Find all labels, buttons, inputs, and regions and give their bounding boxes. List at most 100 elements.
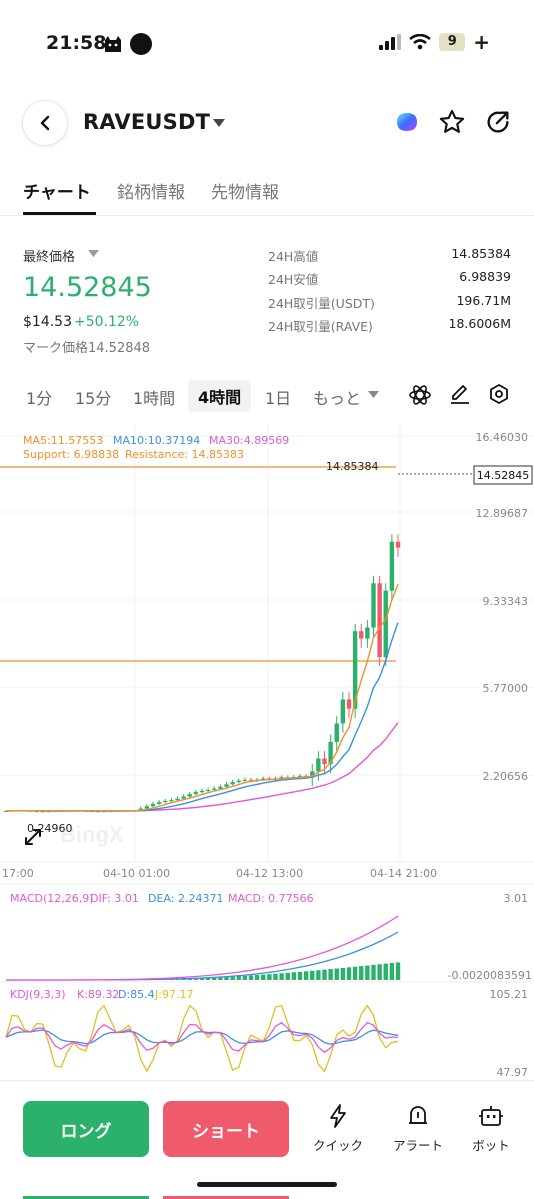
macd-bar (395, 962, 401, 980)
indicator-icon[interactable] (408, 383, 432, 407)
last-price-label[interactable]: 最終価格 (23, 250, 76, 265)
candle-body (175, 798, 180, 801)
x-tick: 17:00 (2, 867, 34, 880)
caret-down-icon[interactable] (88, 250, 99, 258)
share-icon[interactable] (484, 108, 512, 136)
status-bar: 21:58 9 + (0, 0, 534, 88)
star-icon[interactable] (438, 108, 466, 136)
stat-row-volume-usdt: 24H取引量(USDT) 196.71M (268, 293, 511, 316)
ai-assistant-icon[interactable] (394, 109, 420, 135)
candle-body (3, 810, 9, 812)
macd-bar (193, 978, 199, 980)
macd-bar (316, 970, 321, 980)
quick-label: クイック (312, 1138, 363, 1153)
candle-body (138, 808, 143, 811)
macd-bar (261, 974, 266, 980)
tf-4h[interactable]: 4時間 (188, 380, 252, 412)
back-button[interactable] (22, 100, 68, 146)
tab-symbol-info[interactable]: 銘柄情報 (117, 183, 185, 203)
macd-bar (285, 972, 290, 980)
candle-body (334, 723, 339, 742)
y-tick: 16.46030 (476, 431, 529, 444)
alert-button[interactable]: アラート (385, 1103, 451, 1154)
stat-label: 24H取引量(USDT) (268, 295, 375, 311)
support-legend: Support: 6.98838 (23, 448, 119, 461)
candle-body (169, 800, 174, 802)
low-marker: 0.24960 (27, 822, 73, 835)
stat-row-low: 24H安値 6.98839 (268, 269, 511, 292)
tab-chart[interactable]: チャート (23, 183, 91, 203)
macd-bar (334, 968, 339, 980)
kdj-d-line (5, 1029, 399, 1045)
y-tick: 2.20656 (483, 770, 529, 783)
macd-bar (267, 974, 272, 980)
tab-futures-info[interactable]: 先物情報 (211, 183, 279, 203)
chart-settings-icon[interactable] (488, 383, 510, 405)
candle-body (316, 758, 321, 772)
tf-1h[interactable]: 1時間 (133, 389, 176, 408)
stat-value: 6.98839 (459, 269, 511, 285)
expand-arrows-icon[interactable] (25, 829, 41, 845)
candle-body (352, 631, 358, 709)
long-button[interactable]: ロング (23, 1101, 149, 1157)
caret-down-icon[interactable] (213, 119, 225, 128)
usd-price: $14.53 (23, 314, 72, 330)
macd-bar (205, 977, 211, 980)
candle-body (340, 699, 346, 724)
candle-body (163, 801, 168, 803)
kdj-y-bottom: 47.97 (497, 1066, 529, 1079)
signal-icon (379, 34, 402, 50)
quick-button[interactable]: クイック (305, 1103, 371, 1154)
price-chart[interactable]: BingX MA5:11.57553 MA10:10.37194 MA30:4.… (0, 424, 534, 1084)
macd-dif-line (6, 915, 399, 981)
tf-15m[interactable]: 15分 (75, 389, 112, 408)
candle-body (322, 758, 327, 765)
bell-icon (409, 1106, 427, 1124)
caret-down-icon[interactable] (368, 391, 379, 399)
macd-value: MACD: 0.77566 (228, 892, 314, 905)
macd-bar (365, 965, 370, 980)
macd-bar (322, 969, 327, 980)
candle-body (199, 790, 205, 793)
candle-body (101, 811, 107, 813)
resistance-legend: Resistance: 14.85383 (125, 448, 244, 461)
candle-body (40, 811, 45, 813)
candle-body (212, 788, 217, 790)
chart-grid (0, 424, 534, 862)
candle-body (389, 541, 395, 591)
kdj-j-line (5, 1004, 399, 1073)
tf-1m[interactable]: 1分 (26, 389, 53, 408)
battery-icon: 9 (439, 33, 466, 51)
chevron-left-icon (40, 115, 50, 131)
macd-bar (291, 972, 297, 980)
macd-bar (371, 964, 376, 980)
candle-body (371, 583, 376, 628)
kdj-d: D:85.4 (118, 988, 155, 1001)
tf-more[interactable]: もっと (313, 389, 362, 408)
app-badge-icon (130, 33, 152, 55)
alert-label: アラート (392, 1138, 443, 1153)
ma30-legend: MA30:4.89569 (209, 434, 289, 447)
pair-title[interactable]: RAVEUSDT (83, 110, 211, 134)
candle-body (187, 794, 192, 797)
macd-bar (383, 963, 388, 980)
last-price: 14.52845 (23, 272, 152, 303)
bot-button[interactable]: ボット (458, 1103, 524, 1154)
draw-pencil-icon[interactable] (449, 383, 471, 405)
tf-1d[interactable]: 1日 (265, 389, 292, 408)
candle-body (224, 784, 229, 787)
candle-body (310, 771, 315, 777)
candle-body (150, 803, 156, 807)
ma10-line (5, 622, 399, 812)
kdj-label: KDJ(9,3,3) (10, 988, 66, 1001)
macd-bar (346, 967, 352, 980)
macd-bar (248, 975, 254, 980)
short-button[interactable]: ショート (163, 1101, 289, 1157)
chart-watermark: BingX (60, 822, 124, 847)
candle-body (156, 802, 162, 804)
status-time: 21:58 (46, 32, 107, 54)
candle-body (359, 631, 364, 639)
x-tick: 04-10 01:00 (103, 867, 170, 880)
ma30-line (5, 722, 399, 812)
lightning-icon (330, 1104, 346, 1128)
